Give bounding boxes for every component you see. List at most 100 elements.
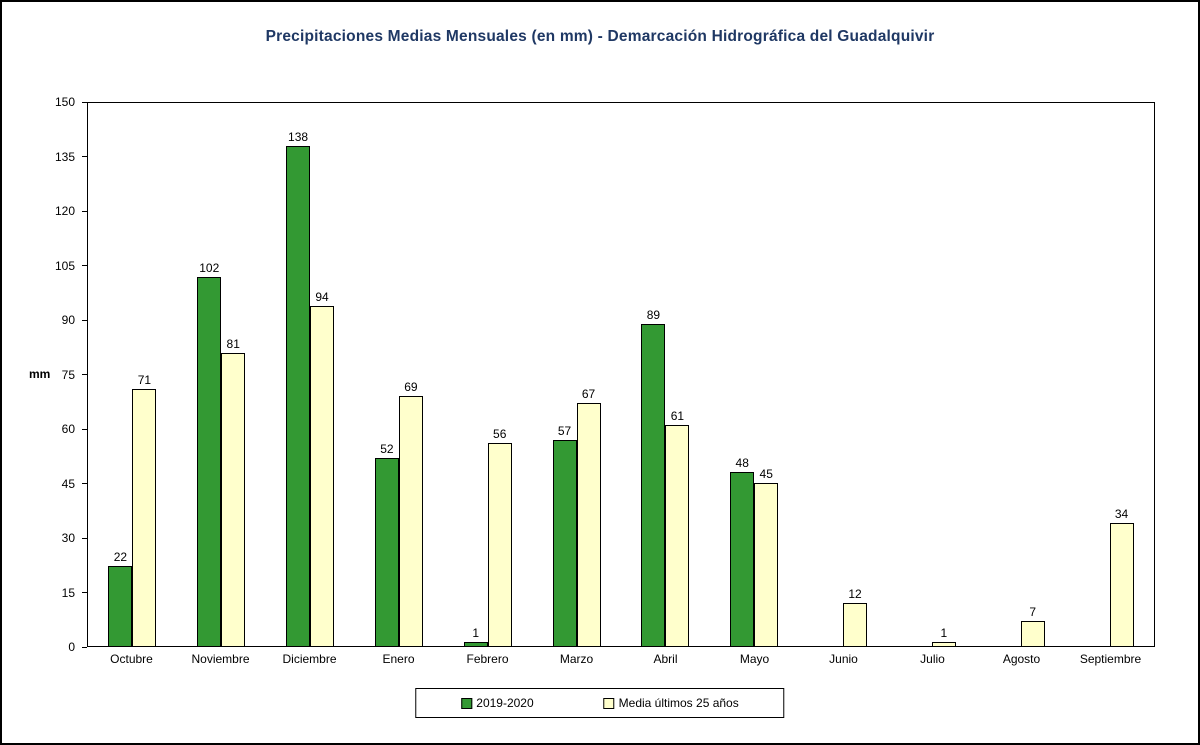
bar [552,439,577,646]
bar-slot: 138 [286,103,311,646]
bar [463,642,488,646]
bar-group: 1 56 [443,103,532,646]
y-tick-label: 15 [61,585,75,600]
y-tick-mark [82,428,87,430]
y-tick-label: 105 [54,258,75,273]
x-category-label: Diciembre [282,652,337,666]
bar-slot: 61 [665,103,690,646]
x-category-label: Octubre [110,652,153,666]
bar-slot: 52 [374,103,399,646]
y-tick-mark [82,265,87,266]
legend-item: Media últimos 25 años [603,696,739,710]
y-tick-mark [82,537,87,539]
bar [310,305,335,646]
y-tick-label: 0 [68,640,75,654]
bar [641,323,666,646]
y-tick-label: 30 [61,531,75,545]
x-category-label: Abril [653,652,678,666]
y-tick-mark [82,374,87,375]
legend-label: 2019-2020 [476,696,534,710]
bar-slot: 102 [197,103,222,646]
x-category-label: Septiembre [1079,652,1142,666]
bar-slot: 48 [730,103,755,646]
x-category-label: Mayo [739,652,770,666]
x-category-label: Enero [382,652,415,666]
bar-value-label: 12 [848,586,862,601]
bar [576,403,601,646]
bar-slot: 34 [1109,103,1134,646]
y-tick-label: 150 [54,95,75,109]
bar-group: 48 45 [710,103,799,646]
bar-slot: 94 [310,103,335,646]
y-tick-mark [82,101,87,103]
y-tick-label: 135 [54,149,75,164]
bar-value-label: 1 [940,626,948,641]
bar-value-label: 89 [646,307,661,322]
y-tick-label: 45 [61,476,75,491]
bar-value-label: 1 [472,626,480,641]
bar-value-label: 81 [226,336,240,351]
bar-value-label: 69 [404,380,418,395]
legend: 2019-2020 Media últimos 25 años [415,688,785,718]
bar-slot: 7 [1020,103,1045,646]
bar [931,642,956,646]
bar-value-label: 56 [493,427,507,442]
bar-slot [1086,103,1110,646]
bar-value-label: 52 [380,441,394,456]
bar [286,146,311,646]
y-axis: 0 15 30 45 60 75 90 105 120 135 150 [37,95,87,654]
x-axis: Octubre Noviembre Diciembre Enero Febrero Mar… [87,652,1155,666]
bar-value-label: 94 [315,289,329,304]
bar-slot: 71 [132,103,157,646]
y-tick-mark [82,210,87,212]
bar-slot: 56 [487,103,512,646]
bar-group: 89 61 [621,103,710,646]
bar-value-label: 48 [735,456,749,471]
x-category-label: Agosto [1002,652,1041,666]
y-tick-label: 75 [61,367,75,382]
x-category-label: Julio [920,652,945,666]
bar-value-label: 57 [557,423,572,438]
bar-slot [997,103,1021,646]
bar-slot: 69 [398,103,423,646]
y-tick-mark [82,483,87,484]
x-category-label: Febrero [466,652,509,666]
legend-item: 2019-2020 [461,696,534,710]
bar-group: 7 [976,103,1065,646]
bar [374,457,399,646]
bar-slot: 81 [221,103,246,646]
x-category-label: Marzo [559,652,594,666]
bar-slot [908,103,932,646]
y-tick-mark [82,319,87,321]
bar-value-label: 71 [137,372,152,387]
bar [754,483,779,646]
bar-slot: 89 [641,103,666,646]
bar [132,388,157,646]
bar [197,276,222,646]
bar-group: 102 81 [177,103,266,646]
bar-group: 22 71 [88,103,177,646]
chart-title: Precipitaciones Medias Mensuales (en mm)… [265,28,935,45]
y-tick-mark [82,646,87,648]
bar [665,425,690,646]
bar-slot: 67 [576,103,601,646]
bar-value-label: 67 [581,387,596,402]
bar-value-label: 45 [759,467,773,482]
bar [1109,522,1134,646]
bar [1020,620,1045,646]
bar-slot: 12 [843,103,868,646]
bar [398,396,423,646]
bar [221,352,246,646]
bar-group: 34 [1065,103,1154,646]
bar [843,602,868,646]
legend-swatch [603,697,615,709]
bar-value-label: 138 [288,130,309,145]
y-tick-label: 120 [54,204,75,218]
bar-group: 138 94 [266,103,355,646]
bar-slot: 45 [754,103,779,646]
y-tick-mark [82,592,87,593]
plot-area: 22 71 102 81 138 94 52 69 1 56 57 67 89 61 48 45 12 1 7 34 [87,102,1155,647]
legend-swatch [461,697,473,709]
bar-value-label: 102 [199,260,220,275]
